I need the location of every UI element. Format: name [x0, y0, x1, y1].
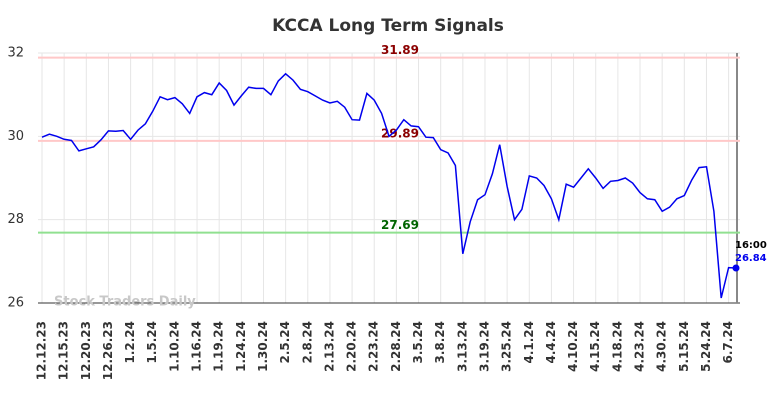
- x-tick-label: 3.25.24: [500, 321, 514, 372]
- signal-label: 27.69: [381, 218, 419, 232]
- y-tick-label: 26: [7, 296, 24, 311]
- y-tick-label: 28: [7, 212, 24, 227]
- x-tick-label: 5.15.24: [677, 321, 691, 372]
- x-tick-label: 4.18.24: [610, 321, 624, 372]
- x-tick-label: 2.8.24: [300, 321, 314, 364]
- x-tick-label: 1.24.24: [234, 321, 248, 372]
- y-tick-label: 32: [7, 46, 24, 61]
- x-tick-label: 12.15.23: [57, 321, 71, 380]
- x-tick-label: 3.19.24: [477, 321, 491, 372]
- x-tick-label: 6.7.24: [721, 321, 735, 364]
- x-tick-label: 2.13.24: [322, 321, 336, 372]
- watermark: Stock Traders Daily: [54, 295, 196, 310]
- x-tick-label: 1.5.24: [145, 321, 159, 364]
- last-time-label: 16:00: [735, 240, 767, 251]
- x-tick-label: 4.10.24: [566, 321, 580, 372]
- x-tick-label: 12.20.23: [79, 321, 93, 380]
- x-tick-label: 4.23.24: [633, 321, 647, 372]
- x-tick-label: 2.20.24: [345, 321, 359, 372]
- signal-label: 31.89: [381, 43, 419, 57]
- x-tick-label: 3.13.24: [455, 321, 469, 372]
- x-tick-label: 1.30.24: [256, 321, 270, 372]
- last-value-label: 26.84: [735, 253, 767, 264]
- x-tick-label: 3.8.24: [433, 321, 447, 364]
- x-tick-label: 5.24.24: [699, 321, 713, 372]
- x-tick-label: 1.10.24: [167, 321, 181, 372]
- x-tick-label: 2.28.24: [389, 321, 403, 372]
- x-tick-label: 1.19.24: [212, 321, 226, 372]
- y-tick-label: 30: [7, 129, 24, 144]
- x-tick-label: 2.5.24: [278, 321, 292, 364]
- x-tick-label: 2.23.24: [367, 321, 381, 372]
- x-tick-label: 1.16.24: [190, 321, 204, 372]
- x-tick-label: 1.2.24: [123, 321, 137, 364]
- x-tick-label: 12.12.23: [35, 321, 49, 380]
- chart-title: KCCA Long Term Signals: [272, 16, 504, 36]
- x-tick-label: 4.1.24: [522, 321, 536, 364]
- signal-label: 29.89: [381, 126, 419, 140]
- x-tick-label: 4.30.24: [655, 321, 669, 372]
- last-point: [732, 264, 740, 272]
- x-tick-label: 4.15.24: [588, 321, 602, 372]
- x-tick-label: 4.4.24: [544, 321, 558, 364]
- x-tick-label: 12.26.23: [101, 321, 115, 380]
- x-tick-label: 3.5.24: [411, 321, 425, 364]
- price-line: [41, 72, 737, 299]
